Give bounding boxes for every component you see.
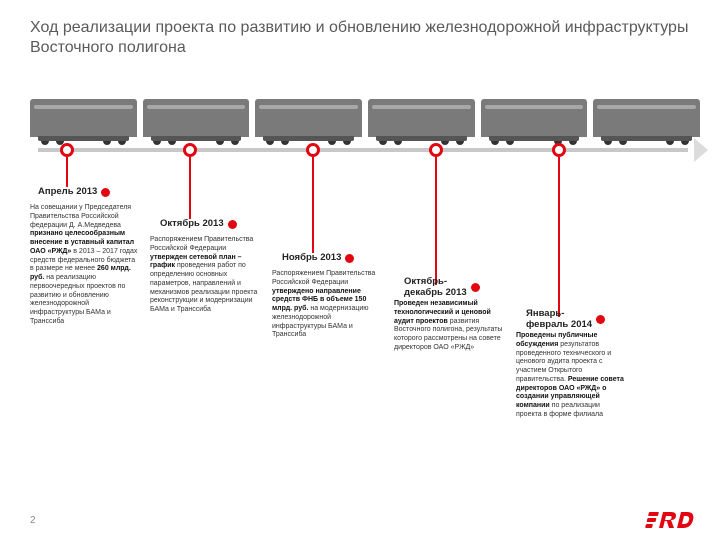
page-number: 2 bbox=[30, 515, 36, 526]
train-wagon bbox=[30, 99, 137, 137]
train-wagon bbox=[143, 99, 250, 137]
timeline-stem bbox=[435, 157, 437, 285]
timeline-endpoint bbox=[471, 283, 480, 292]
timeline-description: Проведены публичные обсуждения результат… bbox=[516, 332, 626, 420]
timeline-endpoint bbox=[345, 254, 354, 263]
timeline-description: Проведен независимый технологический и ц… bbox=[394, 300, 504, 353]
timeline-stem bbox=[66, 157, 68, 187]
timeline-label: Ноябрь 2013 bbox=[282, 252, 341, 263]
timeline-endpoint bbox=[101, 188, 110, 197]
timeline-endpoint bbox=[596, 315, 605, 324]
timeline-node bbox=[306, 143, 320, 157]
timeline-node bbox=[552, 143, 566, 157]
timeline-label: Апрель 2013 bbox=[38, 186, 97, 197]
rzd-logo bbox=[642, 508, 696, 530]
timeline-node bbox=[60, 143, 74, 157]
timeline-stem bbox=[558, 157, 560, 317]
timeline-label: Октябрь 2013 bbox=[160, 218, 224, 229]
timeline-node bbox=[183, 143, 197, 157]
page-title: Ход реализации проекта по развитию и обн… bbox=[30, 18, 690, 58]
timeline-node bbox=[429, 143, 443, 157]
timeline-label: Январь- февраль 2014 bbox=[526, 308, 592, 330]
train-wagon bbox=[368, 99, 475, 137]
timeline-description: На совещании у Председателя Правительств… bbox=[30, 204, 140, 327]
timeline-endpoint bbox=[228, 220, 237, 229]
timeline-arrow bbox=[694, 138, 708, 162]
train-wagon bbox=[593, 99, 700, 137]
timeline-stem bbox=[312, 157, 314, 253]
timeline-description: Распоряжением Правительства Российской Ф… bbox=[150, 236, 260, 315]
train-wagon bbox=[255, 99, 362, 137]
timeline-stem bbox=[189, 157, 191, 219]
train-graphic bbox=[30, 95, 700, 137]
timeline-label: Октябрь- декабрь 2013 bbox=[404, 276, 467, 298]
train-wagon bbox=[481, 99, 588, 137]
timeline-description: Распоряжением Правительства Российской Ф… bbox=[272, 270, 382, 340]
timeline-track bbox=[38, 148, 688, 152]
